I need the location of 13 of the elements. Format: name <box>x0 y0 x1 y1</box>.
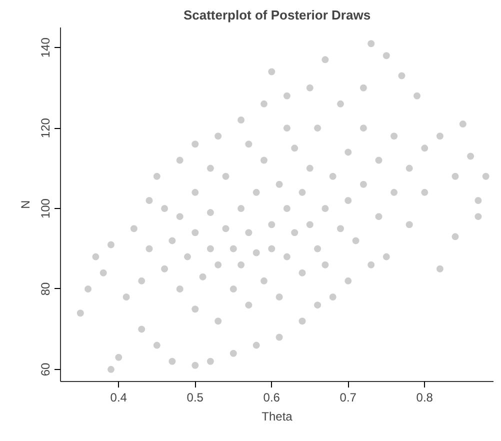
x-tick-label: 0.6 <box>263 390 280 404</box>
y-tick-label: 140 <box>38 37 52 58</box>
x-tick-label: 0.5 <box>186 390 204 404</box>
x-axis-title: Theta <box>262 410 293 424</box>
y-axis-title: N <box>18 200 32 209</box>
y-tick-label: 100 <box>38 198 52 219</box>
y-tick-label: 60 <box>38 362 52 376</box>
x-tick-label: 0.7 <box>340 390 357 404</box>
y-tick-label: 120 <box>38 118 52 138</box>
y-tick-label: 80 <box>38 282 52 296</box>
x-tick-label: 0.8 <box>416 390 434 404</box>
chart-title: Scatterplot of Posterior Draws <box>183 8 371 22</box>
x-tick-label: 0.4 <box>110 390 128 404</box>
